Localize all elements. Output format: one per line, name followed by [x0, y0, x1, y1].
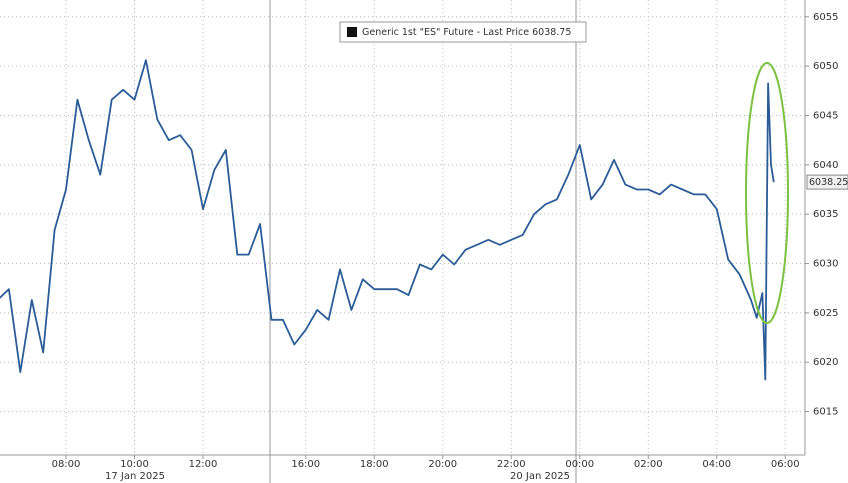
- highlight-ellipse: [745, 62, 789, 324]
- y-tick-label: 6030: [813, 259, 838, 270]
- y-tick-label: 6055: [813, 12, 838, 23]
- y-tick-label: 6015: [813, 407, 838, 418]
- plot: [0, 59, 775, 381]
- last-value-box: [806, 174, 848, 190]
- x-tick-label: 08:00: [52, 459, 81, 470]
- x-tick-label: 04:00: [702, 459, 731, 470]
- legend-label: Generic 1st "ES" Future - Last Price 603…: [362, 27, 571, 38]
- x-tick-label: 16:00: [291, 459, 320, 470]
- y-tick-label: 6020: [813, 357, 838, 368]
- date-label: 17 Jan 2025: [105, 471, 165, 482]
- y-tick-label: 6040: [813, 160, 838, 171]
- y-tick-label: 6025: [813, 308, 838, 319]
- legend-swatch: [347, 27, 357, 37]
- legend-box: [339, 21, 587, 43]
- x-tick-label: 06:00: [771, 459, 800, 470]
- x-tick-label: 18:00: [360, 459, 389, 470]
- x-tick-label: 12:00: [189, 459, 218, 470]
- y-tick-label: 6035: [813, 209, 838, 220]
- x-tick-label: 20:00: [428, 459, 457, 470]
- x-tick-label: 22:00: [497, 459, 526, 470]
- y-tick-label: 6050: [813, 61, 838, 72]
- last-value-label: 6038.25: [809, 177, 848, 188]
- x-tick-label: 02:00: [634, 459, 663, 470]
- price-line: [0, 59, 775, 381]
- date-label: 20 Jan 2025: [510, 471, 570, 482]
- y-tick-label: 6045: [813, 110, 838, 121]
- x-tick-label: 00:00: [565, 459, 594, 470]
- x-tick-label: 10:00: [120, 459, 149, 470]
